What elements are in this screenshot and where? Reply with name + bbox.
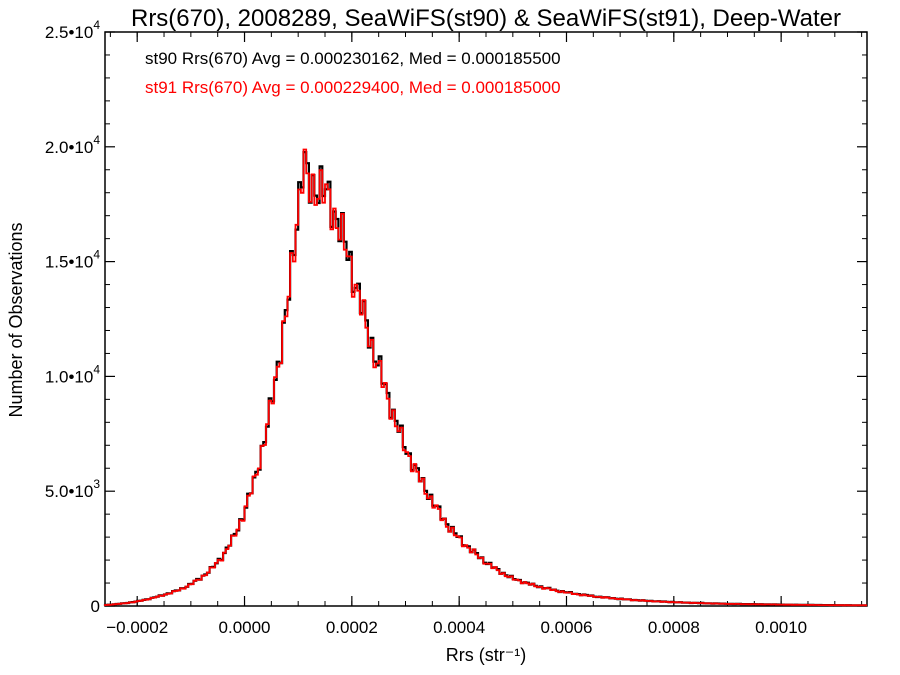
y-tick-label-base: 0 <box>91 597 100 616</box>
y-tick-label: 0 <box>91 597 100 616</box>
x-axis-ticks: −0.0002 0.0000 0.0002 0.0004 0.0006 0.0008 0.0… <box>106 32 863 637</box>
chart-title: Rrs(670), 2008289, SeaWiFS(st90) & SeaWi… <box>131 5 841 32</box>
x-tick-label: 0.0010 <box>755 618 807 637</box>
y-tick-label: 5.0•103 <box>45 477 101 501</box>
y-tick-label: 1.5•104 <box>45 248 101 272</box>
y-tick-label-base: 5.0•10 <box>45 482 94 501</box>
y-axis-label: Number of Observations <box>6 222 26 417</box>
x-tick-label: 0.0000 <box>219 618 271 637</box>
x-tick-label: −0.0002 <box>106 618 168 637</box>
y-tick-label-base: 1.0•10 <box>45 367 94 386</box>
y-tick-label: 2.0•104 <box>45 133 101 157</box>
y-tick-label-exponent: 4 <box>93 248 100 262</box>
y-tick-label-base: 1.5•10 <box>45 253 94 272</box>
y-tick-label-exponent: 3 <box>93 477 100 491</box>
histogram-series <box>103 148 867 607</box>
x-tick-label: 0.0008 <box>648 618 700 637</box>
y-tick-label-exponent: 4 <box>93 133 100 147</box>
y-tick-label-base: 2.0•10 <box>45 138 94 157</box>
y-tick-label-exponent: 4 <box>93 362 100 376</box>
x-tick-label: 0.0004 <box>433 618 485 637</box>
y-tick-label: 1.0•104 <box>45 362 101 386</box>
x-tick-label: 0.0006 <box>540 618 592 637</box>
plot-area: −0.0002 0.0000 0.0002 0.0004 0.0006 0.0008 0.0… <box>45 18 868 637</box>
series-line-st91 <box>104 148 867 607</box>
x-tick-label: 0.0002 <box>326 618 378 637</box>
legend-st90: st90 Rrs(670) Avg = 0.000230162, Med = 0… <box>145 49 561 68</box>
y-tick-label-exponent: 4 <box>93 18 100 32</box>
y-tick-label-base: 2.5•10 <box>45 23 94 42</box>
y-tick-label: 2.5•104 <box>45 18 101 42</box>
x-axis-label: Rrs (str⁻¹) <box>446 645 526 665</box>
legend-st91: st91 Rrs(670) Avg = 0.000229400, Med = 0… <box>145 78 561 97</box>
